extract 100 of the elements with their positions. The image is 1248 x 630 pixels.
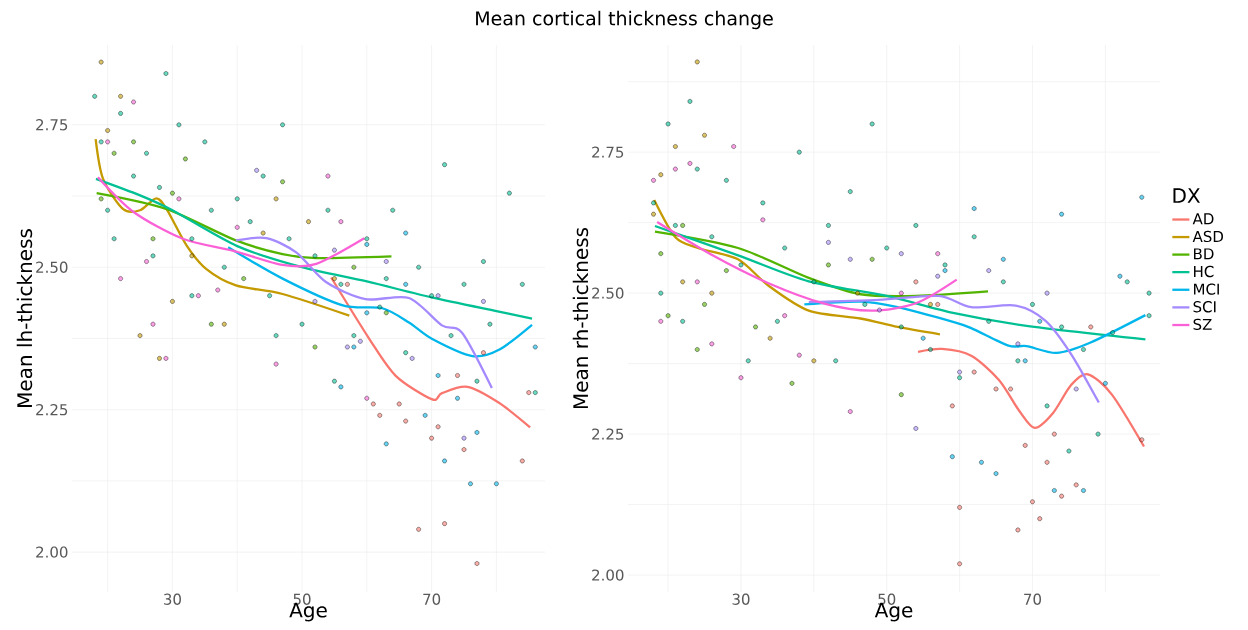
legend-label: SZ	[1193, 318, 1212, 331]
point	[176, 196, 182, 202]
point	[1044, 460, 1050, 465]
point	[416, 264, 421, 270]
point	[157, 185, 162, 190]
y-axis-title: Mean lh-thickness	[16, 229, 33, 407]
x-tick-label: 70	[1024, 593, 1042, 605]
point	[847, 189, 853, 194]
y-tick-label: 2.50	[36, 261, 68, 273]
point	[702, 302, 707, 307]
point	[709, 341, 715, 347]
point	[877, 307, 882, 313]
point	[971, 369, 977, 375]
point	[782, 245, 787, 251]
point	[345, 344, 350, 350]
point	[383, 441, 389, 447]
point	[118, 276, 123, 281]
x-tick-label: 30	[164, 593, 181, 605]
point	[150, 236, 156, 242]
point	[1052, 488, 1057, 493]
point	[403, 350, 408, 355]
point	[221, 264, 227, 270]
line-series	[653, 224, 1147, 341]
point	[98, 59, 104, 65]
legend-label: MCI	[1194, 283, 1219, 295]
point	[658, 319, 664, 324]
line-series	[95, 192, 393, 260]
point	[338, 219, 344, 224]
point	[1030, 499, 1035, 505]
point	[403, 418, 408, 424]
point	[254, 168, 259, 173]
point	[1073, 386, 1079, 392]
legend-title: DX	[1173, 188, 1200, 203]
point	[163, 71, 169, 76]
point	[869, 256, 875, 262]
point	[724, 178, 729, 183]
point	[338, 384, 344, 390]
point	[957, 505, 962, 510]
point	[118, 93, 123, 99]
y-tick-label: 2.50	[592, 287, 624, 299]
y-tick-label: 2.25	[36, 404, 68, 416]
point	[847, 256, 853, 262]
point	[957, 375, 962, 381]
point	[986, 268, 992, 273]
point	[993, 471, 999, 476]
point	[1146, 290, 1152, 296]
y-tick-label: 2.00	[36, 546, 68, 558]
point	[144, 150, 149, 156]
point	[1001, 279, 1006, 285]
line-series	[656, 220, 958, 312]
point	[118, 111, 123, 116]
point	[680, 319, 685, 324]
point	[767, 335, 773, 341]
point	[1117, 273, 1123, 279]
point	[416, 527, 421, 532]
point	[461, 435, 467, 441]
point	[1059, 324, 1064, 330]
legend-label: HC	[1194, 265, 1214, 278]
point	[325, 173, 331, 179]
point	[986, 319, 992, 324]
point	[1066, 448, 1072, 454]
point	[898, 290, 904, 296]
point	[481, 299, 486, 304]
point	[1124, 279, 1130, 285]
y-tick-label: 2.25	[592, 428, 624, 440]
point	[403, 282, 408, 287]
point	[957, 561, 962, 567]
point	[796, 352, 802, 358]
point	[731, 144, 736, 149]
point	[351, 333, 357, 338]
point	[435, 293, 441, 299]
point	[1015, 358, 1021, 364]
point	[98, 139, 104, 145]
point	[131, 173, 136, 179]
point	[448, 333, 454, 338]
point	[971, 206, 977, 211]
y-tick-label: 2.75	[592, 146, 624, 158]
point	[826, 262, 831, 268]
point	[474, 561, 480, 566]
point	[364, 395, 370, 401]
point	[409, 356, 415, 361]
point	[673, 166, 678, 172]
point	[993, 386, 999, 392]
point	[461, 447, 467, 452]
text: Mean cortical thickness change	[476, 10, 773, 30]
point	[847, 409, 853, 414]
point	[163, 356, 169, 361]
point	[429, 293, 434, 299]
point	[869, 121, 875, 127]
point	[481, 259, 486, 264]
point	[105, 207, 110, 213]
point	[273, 333, 279, 338]
line-series	[330, 276, 532, 429]
point	[1110, 330, 1115, 335]
point	[1081, 488, 1086, 493]
point	[1022, 358, 1028, 364]
point	[474, 378, 480, 384]
point	[442, 521, 447, 526]
point	[1139, 194, 1145, 200]
x-tick-label: 30	[732, 593, 750, 605]
